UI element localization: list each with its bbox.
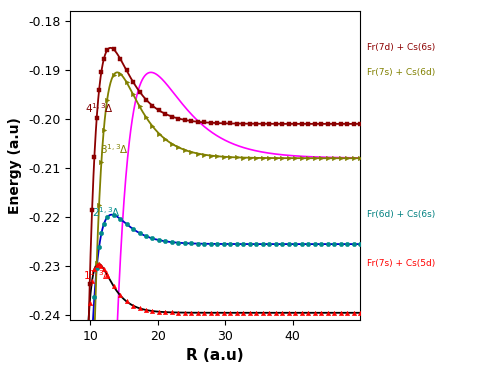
Text: Fr(7s) + Cs(6d): Fr(7s) + Cs(6d) [366,68,435,77]
Text: $4^{1,3}\Delta$: $4^{1,3}\Delta$ [85,101,114,115]
X-axis label: R (a.u): R (a.u) [186,348,244,364]
Text: $3^{1,3}\Delta$: $3^{1,3}\Delta$ [100,142,130,156]
Text: $2^{1,3}\Delta$: $2^{1,3}\Delta$ [92,205,120,219]
Text: Fr(6d) + Cs(6s): Fr(6d) + Cs(6s) [366,210,435,219]
Text: Fr(7s) + Cs(5d): Fr(7s) + Cs(5d) [366,259,435,268]
Text: $1^{1,3}\Delta$: $1^{1,3}\Delta$ [84,268,112,282]
Text: Fr(7d) + Cs(6s): Fr(7d) + Cs(6s) [366,43,435,52]
Y-axis label: Energy (a.u): Energy (a.u) [8,117,22,214]
